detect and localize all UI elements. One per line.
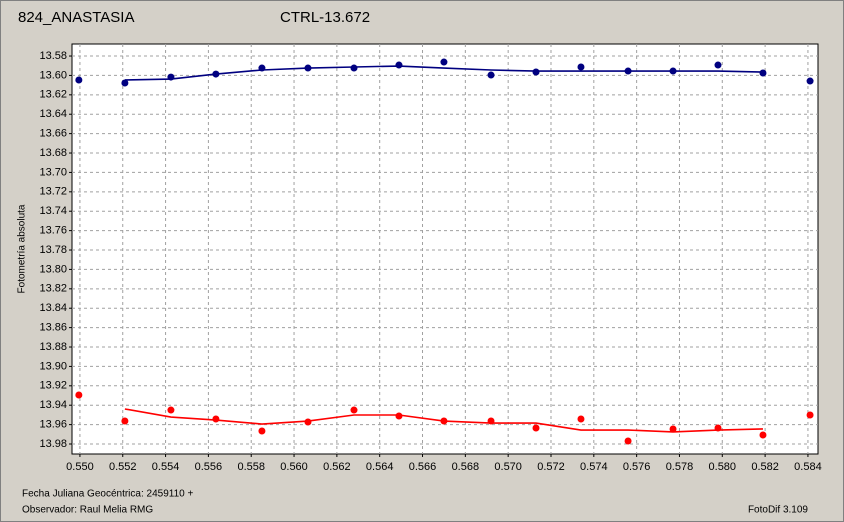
data-point [167,406,175,414]
data-point [304,418,312,426]
x-tick-label: 0.578 [666,461,694,473]
data-point [395,61,403,69]
x-tick-label: 0.572 [537,461,565,473]
data-point [669,425,677,433]
target-title: 824_ANASTASIA [18,9,134,26]
x-tick-label: 0.584 [794,461,822,473]
y-tick-label: 13.72 [39,186,67,198]
x-axis-label: Fecha Juliana Geocéntrica: 2459110 + [22,489,193,500]
x-tick-label: 0.570 [494,461,522,473]
y-tick-label: 13.64 [39,108,67,120]
data-point [577,415,585,423]
data-point [806,77,814,85]
y-tick-label: 13.94 [39,399,67,411]
y-tick-label: 13.84 [39,302,67,314]
y-tick-label: 13.68 [39,147,67,159]
data-point [440,417,448,425]
x-tick-label: 0.568 [452,461,480,473]
x-tick-label: 0.580 [709,461,737,473]
y-tick-label: 13.76 [39,225,67,237]
y-tick-label: 13.98 [39,438,67,450]
x-tick-label: 0.556 [195,461,223,473]
y-tick-label: 13.92 [39,380,67,392]
data-point [121,417,129,425]
data-point [487,71,495,79]
x-tick-label: 0.552 [109,461,137,473]
software: FotoDif 3.109 [748,505,808,516]
x-tick-label: 0.564 [366,461,394,473]
x-tick-label: 0.554 [152,461,180,473]
data-point [167,73,175,81]
y-tick-label: 13.78 [39,244,67,256]
data-point [258,64,266,72]
y-tick-label: 13.62 [39,89,67,101]
x-tick-label: 0.582 [751,461,779,473]
data-point [532,68,540,76]
data-point [714,424,722,432]
data-point [121,79,129,87]
x-tick-label: 0.550 [66,461,94,473]
y-tick-label: 13.80 [39,263,67,275]
y-tick-label: 13.58 [39,50,67,62]
data-point [258,427,266,435]
observer: Observador: Raul Melia RMG [22,505,153,516]
x-tick-label: 0.566 [409,461,437,473]
y-axis-label: Fotometría absoluta [17,204,28,293]
data-point [759,431,767,439]
data-point [440,58,448,66]
x-tick-label: 0.574 [580,461,608,473]
x-tick-label: 0.558 [237,461,265,473]
fit-line [124,65,763,81]
y-tick-label: 13.86 [39,322,67,334]
data-point [806,411,814,419]
data-point [212,415,220,423]
y-tick-label: 13.96 [39,419,67,431]
x-tick-label: 0.562 [323,461,351,473]
y-tick-label: 13.60 [39,69,67,81]
data-point [304,64,312,72]
data-point [487,417,495,425]
data-point [75,76,83,84]
x-tick-label: 0.576 [623,461,651,473]
data-point [624,67,632,75]
y-tick-label: 13.88 [39,341,67,353]
data-point [350,406,358,414]
data-point [759,69,767,77]
data-point [577,63,585,71]
y-tick-label: 13.90 [39,360,67,372]
y-tick-label: 13.82 [39,283,67,295]
plot-area [71,43,819,455]
x-tick-label: 0.560 [280,461,308,473]
y-tick-label: 13.74 [39,205,67,217]
data-point [669,67,677,75]
data-point [350,64,358,72]
y-tick-label: 13.70 [39,166,67,178]
y-tick-label: 13.66 [39,128,67,140]
data-point [624,437,632,445]
data-point [714,61,722,69]
data-point [532,424,540,432]
control-title: CTRL-13.672 [280,9,370,26]
data-point [75,391,83,399]
data-point [395,412,403,420]
data-point [212,70,220,78]
